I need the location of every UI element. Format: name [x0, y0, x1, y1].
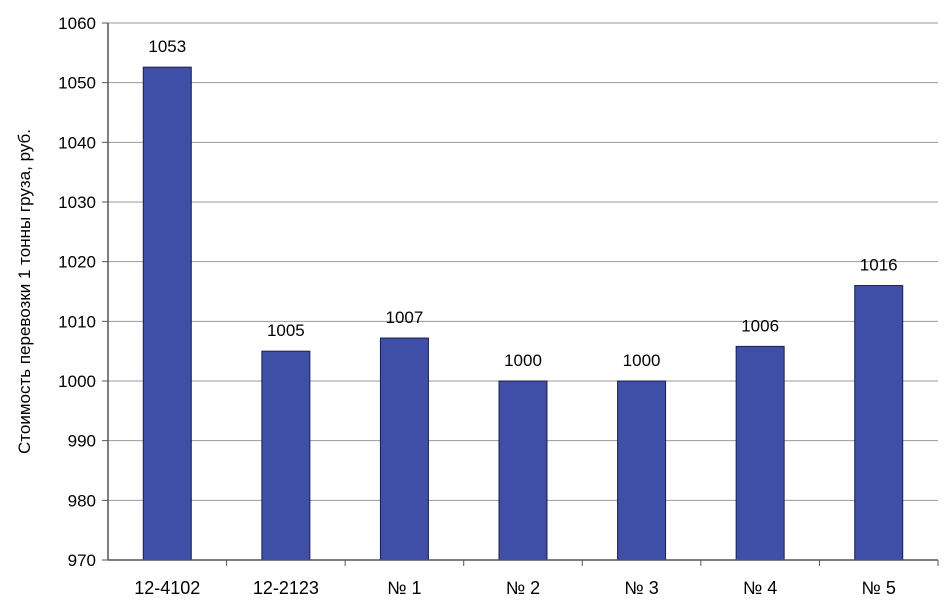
x-tick-label: № 3 [624, 578, 658, 598]
data-label: 1007 [386, 308, 424, 327]
y-tick-label: 1060 [58, 14, 96, 33]
x-tick-label: № 5 [862, 578, 896, 598]
data-label: 1000 [623, 351, 661, 370]
y-tick-label: 1030 [58, 193, 96, 212]
bar [261, 350, 311, 561]
data-label: 1016 [860, 256, 898, 275]
bars [142, 66, 904, 561]
bar [379, 337, 429, 561]
y-tick-label: 970 [68, 551, 96, 570]
y-axis-title: Стоимость перевозки 1 тонны груза, руб. [15, 129, 34, 454]
data-label: 1005 [267, 321, 305, 340]
x-tick-label: № 4 [743, 578, 777, 598]
y-tick-label: 980 [68, 491, 96, 510]
x-tick-label: № 1 [387, 578, 421, 598]
y-tick-label: 1040 [58, 133, 96, 152]
y-tick-label: 1020 [58, 253, 96, 272]
y-tick-label: 990 [68, 432, 96, 451]
x-tick-label: № 2 [506, 578, 540, 598]
bar [735, 345, 785, 561]
x-axis-ticks: 12-4102 12-2123 № 1 № 2 № 3 № 4 № 5 [134, 560, 939, 598]
y-tick-label: 1010 [58, 312, 96, 331]
bar [617, 380, 667, 561]
bar [142, 66, 192, 561]
bar [854, 285, 904, 561]
data-labels: 1053 1005 1007 1000 1000 1006 1016 [148, 37, 897, 370]
x-tick-label: 12-4102 [134, 578, 200, 598]
data-label: 1000 [504, 351, 542, 370]
bar [498, 380, 548, 561]
data-label: 1006 [741, 316, 779, 335]
y-axis-ticks: 970 980 990 1000 1010 1020 1030 1040 1050 1060 [58, 14, 108, 570]
grid-lines [108, 22, 938, 501]
y-tick-label: 1050 [58, 74, 96, 93]
data-label: 1053 [148, 37, 186, 56]
y-tick-label: 1000 [58, 372, 96, 391]
x-tick-label: 12-2123 [253, 578, 319, 598]
